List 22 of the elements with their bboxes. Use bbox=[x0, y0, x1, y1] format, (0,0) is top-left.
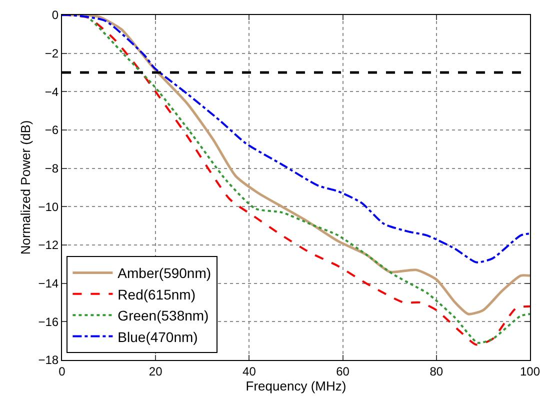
legend-label: Green(538nm) bbox=[118, 308, 209, 324]
y-tick-label: −2 bbox=[44, 46, 59, 61]
x-axis-title: Frequency (MHz) bbox=[246, 378, 346, 394]
y-tick-label: −6 bbox=[44, 123, 59, 138]
legend-label: Red(615nm) bbox=[118, 286, 196, 302]
y-tick-label: −16 bbox=[38, 314, 59, 329]
y-tick-label: −4 bbox=[44, 84, 59, 99]
line-series bbox=[62, 15, 530, 264]
legend-label: Amber(590nm) bbox=[118, 265, 212, 282]
x-tick-label: 100 bbox=[520, 364, 540, 378]
y-axis-title: Normalized Power (dB) bbox=[18, 120, 34, 255]
x-tick-label: 80 bbox=[430, 364, 444, 378]
x-tick-label: 60 bbox=[336, 364, 350, 378]
x-tick-label: 20 bbox=[148, 364, 163, 378]
legend-label: Blue(470nm) bbox=[118, 328, 198, 345]
y-tick-label: −12 bbox=[38, 238, 59, 252]
y-tick-label: 0 bbox=[52, 8, 59, 22]
y-tick-label: −10 bbox=[38, 200, 59, 214]
y-tick-label: −18 bbox=[38, 353, 59, 368]
x-tick-label: 40 bbox=[242, 364, 256, 378]
y-tick-label: −8 bbox=[44, 162, 59, 176]
y-tick-label: −14 bbox=[38, 276, 59, 291]
